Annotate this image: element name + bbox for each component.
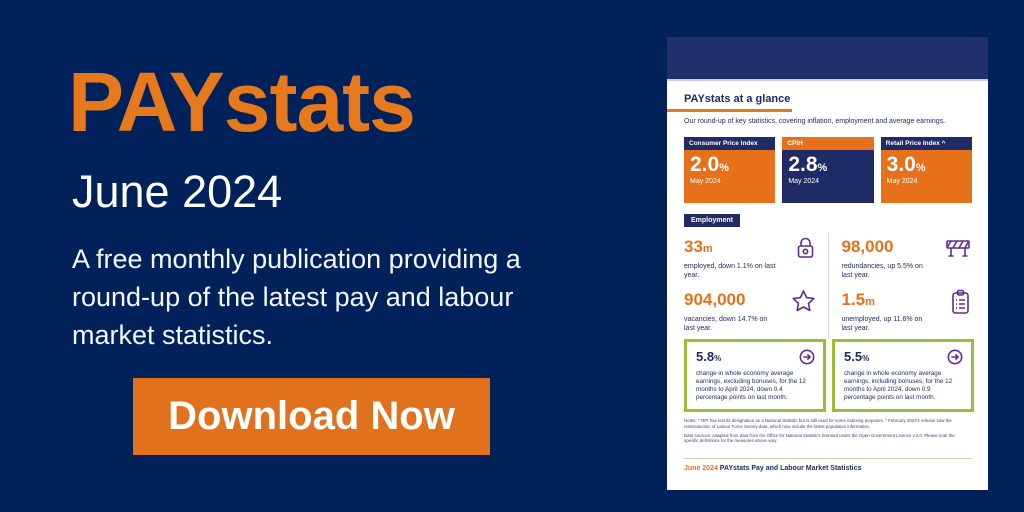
stat-value: 904,000 xyxy=(684,290,746,309)
stat-label: Consumer Price Index xyxy=(684,137,776,150)
clipboard-icon xyxy=(950,289,971,315)
earnings-box-excluding-bonuses: 5.8% change in whole economy average ear… xyxy=(684,339,826,412)
stat-value: 3.0 xyxy=(886,153,916,176)
stat-description: change in whole economy average earnings… xyxy=(844,370,953,401)
earnings-boxes-row: 5.8% change in whole economy average ear… xyxy=(684,339,974,412)
stat-box-rpi: Retail Price Index ^ 3.0% May 2024 xyxy=(880,137,972,203)
stat-description: vacancies, down 14.7% on last year. xyxy=(684,316,768,332)
stat-value: 33 xyxy=(684,237,703,256)
stat-suffix: m xyxy=(702,243,713,255)
footer-title: PAYstats Pay and Labour Market Statistic… xyxy=(717,465,862,472)
stat-description: change in whole economy average earnings… xyxy=(696,370,806,401)
earnings-box-including-bonuses: 5.5% change in whole economy average ear… xyxy=(832,339,974,412)
stat-suffix: % xyxy=(817,162,828,174)
padlock-icon xyxy=(795,236,816,260)
stat-description: employed, down 1.1% on last year. xyxy=(684,263,776,279)
inflation-stats-row: Consumer Price Index 2.0% May 2024 CPIH … xyxy=(684,137,972,203)
stat-box-cpih: CPIH 2.8% May 2024 xyxy=(782,137,874,203)
employment-cell-employed: 33m employed, down 1.1% on last year. xyxy=(684,233,829,286)
stat-description: redundancies, up 5.5% on last year. xyxy=(841,263,923,279)
stat-period: May 2024 xyxy=(886,178,918,185)
employment-stats-grid: 33m employed, down 1.1% on last year. 98… xyxy=(684,233,973,339)
stat-box-cpi: Consumer Price Index 2.0% May 2024 xyxy=(684,137,776,203)
employment-cell-vacancies: 904,000 vacancies, down 14.7% on last ye… xyxy=(684,286,829,339)
publication-description: A free monthly publication providing a r… xyxy=(72,244,521,350)
stat-description: unemployed, up 11.6% on last year. xyxy=(841,316,923,332)
footer-date: June 2024 xyxy=(684,465,718,472)
stat-value: 98,000 xyxy=(841,237,894,256)
stat-value: 1.5 xyxy=(841,290,866,309)
stat-suffix: % xyxy=(915,162,926,174)
document-notes: Notes: ^ RPI has lost its designation as… xyxy=(684,418,969,444)
barrier-icon xyxy=(945,236,971,258)
stat-period: May 2024 xyxy=(690,178,721,185)
sources-text: Data sources: Adapted from data from the… xyxy=(684,432,955,444)
star-icon xyxy=(791,289,816,313)
employment-cell-unemployed: 1.5m unemployed, up 11.6% on last year. xyxy=(829,286,974,339)
stat-value: 2.8 xyxy=(788,153,818,176)
stat-value: 2.0 xyxy=(690,153,720,176)
stat-value: 5.8 xyxy=(696,349,715,364)
stat-suffix: % xyxy=(714,354,722,363)
employment-section-tag: Employment xyxy=(684,214,741,227)
stat-label: Retail Price Index ^ xyxy=(880,137,972,150)
edition-date: June 2024 xyxy=(72,166,283,217)
document-heading: PAYstats at a glance xyxy=(684,93,791,105)
publication-preview-card: PAYstats at a glance Our round-up of key… xyxy=(667,37,988,490)
stat-label: CPIH xyxy=(782,137,874,150)
heading-underline xyxy=(667,109,792,112)
arrow-circle-icon xyxy=(799,349,815,365)
stat-suffix: % xyxy=(719,162,729,174)
document-header-band xyxy=(667,37,988,81)
notes-text: Notes: ^ RPI has lost its designation as… xyxy=(684,418,952,429)
arrow-circle-icon xyxy=(947,349,963,365)
employment-cell-redundancies: 98,000 redundancies, up 5.5% on last yea… xyxy=(829,233,974,286)
download-now-button[interactable]: Download Now xyxy=(133,378,490,455)
document-intro: Our round-up of key statistics, covering… xyxy=(684,118,946,125)
page-title: PAYstats xyxy=(68,55,416,149)
stat-suffix: m xyxy=(865,296,875,308)
stat-period: May 2024 xyxy=(788,178,820,185)
stat-value: 5.5 xyxy=(844,349,863,364)
footer-divider xyxy=(684,458,972,459)
document-footer: June 2024 PAYstats Pay and Labour Market… xyxy=(684,465,861,472)
stat-suffix: % xyxy=(862,354,870,363)
